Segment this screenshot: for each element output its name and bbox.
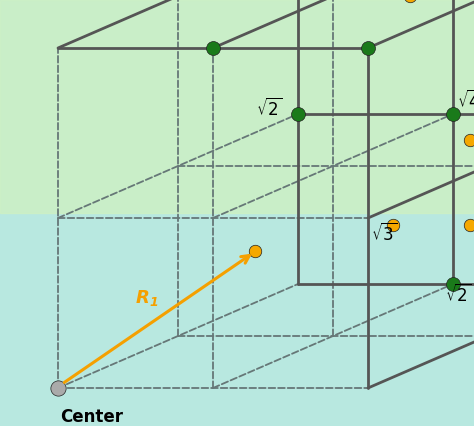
Text: $\bfit{R}_1$: $\bfit{R}_1$ [135, 288, 158, 308]
Text: $\sqrt{5}$: $\sqrt{5}$ [473, 225, 474, 247]
Text: Center: Center [60, 408, 123, 426]
Bar [0, 0, 474, 213]
Text: $\sqrt{3}$: $\sqrt{3}$ [371, 223, 397, 245]
Text: $\sqrt{4}$: $\sqrt{4}$ [457, 90, 474, 112]
Text: $\sqrt{2}$: $\sqrt{2}$ [256, 98, 283, 120]
Text: $\sqrt{2}$: $\sqrt{2}$ [445, 284, 471, 306]
